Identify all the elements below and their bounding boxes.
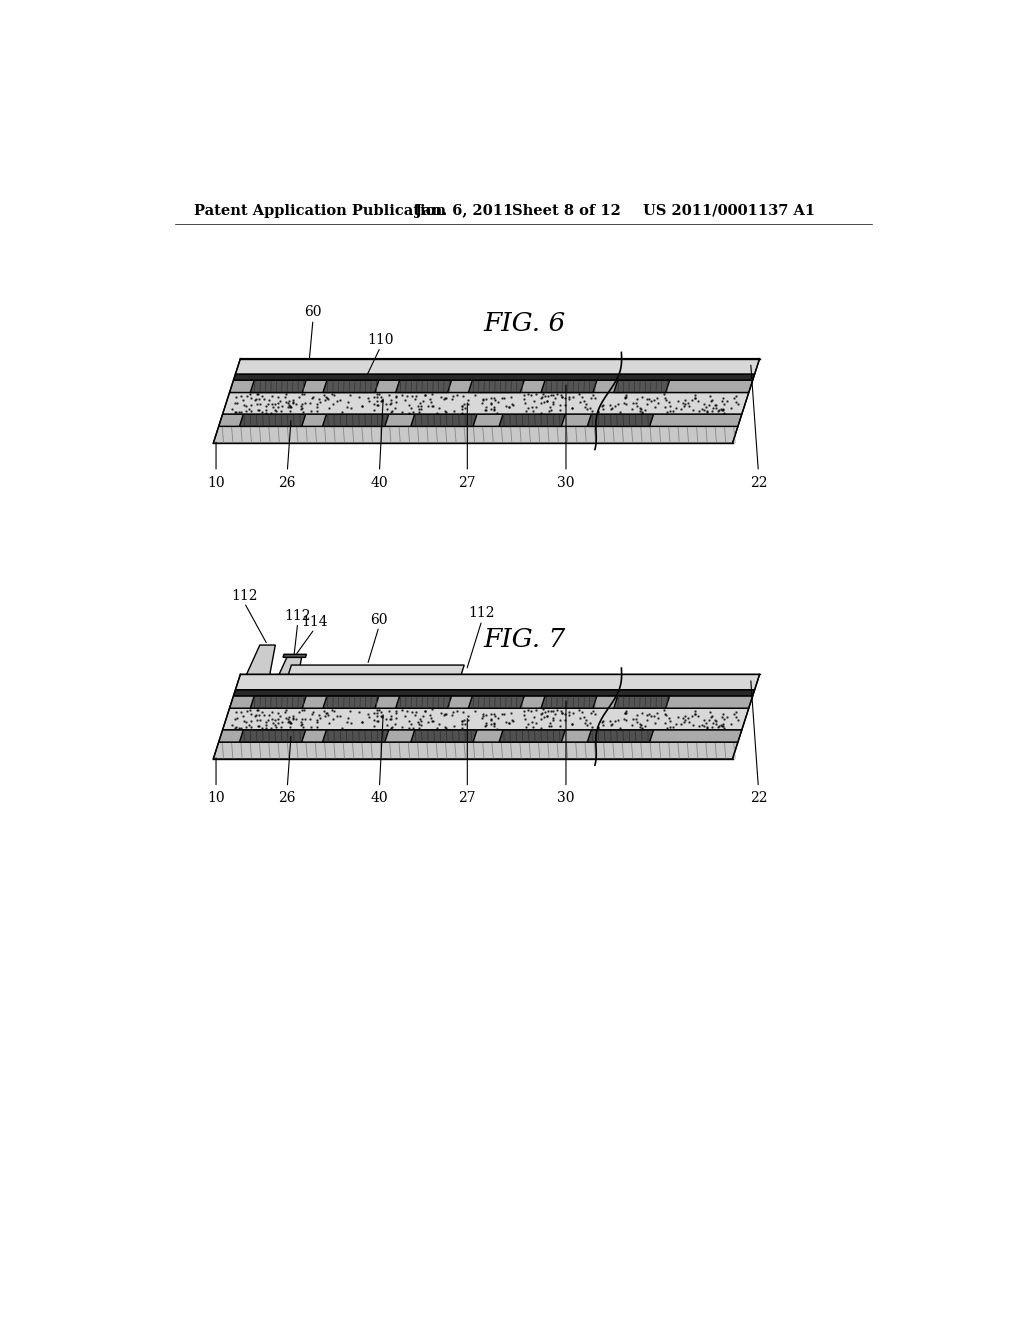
Polygon shape bbox=[395, 696, 452, 708]
Polygon shape bbox=[395, 380, 452, 392]
Polygon shape bbox=[213, 742, 738, 759]
Polygon shape bbox=[323, 730, 389, 742]
Text: 112: 112 bbox=[231, 589, 258, 603]
Text: 26: 26 bbox=[279, 792, 296, 805]
Polygon shape bbox=[222, 708, 749, 730]
Text: 22: 22 bbox=[750, 475, 767, 490]
Polygon shape bbox=[613, 380, 670, 392]
Text: 27: 27 bbox=[459, 792, 476, 805]
Text: Sheet 8 of 12: Sheet 8 of 12 bbox=[512, 203, 621, 218]
Polygon shape bbox=[588, 414, 653, 426]
Polygon shape bbox=[613, 696, 670, 708]
Text: 112: 112 bbox=[285, 609, 311, 623]
Polygon shape bbox=[323, 380, 379, 392]
Text: 114: 114 bbox=[301, 615, 328, 628]
Polygon shape bbox=[323, 696, 379, 708]
Polygon shape bbox=[236, 675, 760, 689]
Text: 10: 10 bbox=[207, 475, 225, 490]
Polygon shape bbox=[468, 696, 524, 708]
Text: 112: 112 bbox=[469, 606, 496, 620]
Text: 60: 60 bbox=[371, 612, 388, 627]
Polygon shape bbox=[240, 730, 306, 742]
Polygon shape bbox=[280, 657, 302, 675]
Polygon shape bbox=[229, 696, 753, 708]
Text: Patent Application Publication: Patent Application Publication bbox=[194, 203, 445, 218]
Text: 30: 30 bbox=[557, 792, 574, 805]
Polygon shape bbox=[323, 414, 389, 426]
Polygon shape bbox=[411, 730, 477, 742]
Polygon shape bbox=[468, 380, 524, 392]
Text: US 2011/0001137 A1: US 2011/0001137 A1 bbox=[643, 203, 815, 218]
Polygon shape bbox=[236, 359, 760, 374]
Text: 40: 40 bbox=[371, 792, 388, 805]
Text: 40: 40 bbox=[371, 475, 388, 490]
Text: FIG. 6: FIG. 6 bbox=[483, 312, 566, 337]
Text: 26: 26 bbox=[279, 475, 296, 490]
Polygon shape bbox=[213, 426, 738, 444]
Text: 60: 60 bbox=[304, 305, 322, 319]
Polygon shape bbox=[250, 696, 306, 708]
Polygon shape bbox=[233, 689, 755, 696]
Polygon shape bbox=[247, 645, 275, 675]
Polygon shape bbox=[411, 414, 477, 426]
Text: FIG. 7: FIG. 7 bbox=[483, 627, 566, 652]
Text: 27: 27 bbox=[459, 475, 476, 490]
Polygon shape bbox=[250, 380, 306, 392]
Polygon shape bbox=[219, 730, 741, 742]
Polygon shape bbox=[541, 696, 597, 708]
Polygon shape bbox=[219, 414, 741, 426]
Polygon shape bbox=[499, 730, 565, 742]
Text: 10: 10 bbox=[207, 792, 225, 805]
Polygon shape bbox=[283, 655, 306, 657]
Polygon shape bbox=[588, 730, 653, 742]
Polygon shape bbox=[541, 380, 597, 392]
Polygon shape bbox=[240, 414, 306, 426]
Polygon shape bbox=[499, 414, 565, 426]
Polygon shape bbox=[289, 665, 464, 675]
Text: 30: 30 bbox=[557, 475, 574, 490]
Text: Jan. 6, 2011: Jan. 6, 2011 bbox=[415, 203, 513, 218]
Polygon shape bbox=[229, 380, 753, 392]
Text: 110: 110 bbox=[368, 333, 393, 347]
Polygon shape bbox=[233, 374, 755, 380]
Polygon shape bbox=[222, 392, 749, 414]
Text: 22: 22 bbox=[750, 792, 767, 805]
